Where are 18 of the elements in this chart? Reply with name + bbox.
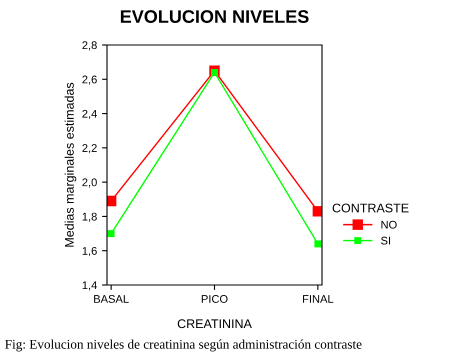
legend-label: NO	[381, 220, 397, 229]
y-axis-title: Medias marginales estimadas	[64, 82, 76, 247]
x-tick-label: BASAL	[94, 295, 129, 303]
legend-title: CONTRASTE	[332, 204, 409, 212]
legend-label: SI	[381, 236, 390, 245]
y-tick-label: 1,6	[82, 246, 97, 256]
chart-title: EVOLUCION NIVELES	[120, 10, 309, 23]
x-tick-label: PICO	[202, 295, 228, 303]
y-tick-label: 2,6	[82, 76, 97, 85]
y-tick-label: 2,2	[82, 144, 97, 154]
text: Fig: Evolucion niveles de creatinina según administración contraste	[5, 339, 362, 352]
x-tick-label: FINAL	[303, 295, 334, 303]
y-tick-label: 2,0	[82, 178, 97, 188]
y-tick-label: 2,4	[82, 110, 97, 120]
y-tick-label: 2,8	[82, 41, 97, 50]
x-axis-title: CREATININA	[178, 319, 252, 328]
y-tick-label: 1,4	[82, 281, 97, 290]
y-tick-label: 1,8	[82, 212, 97, 222]
